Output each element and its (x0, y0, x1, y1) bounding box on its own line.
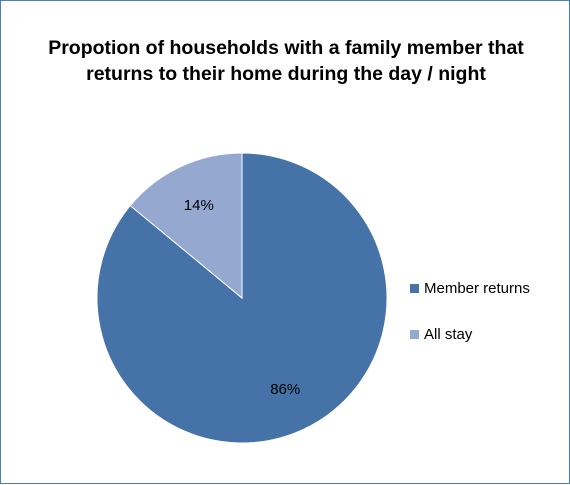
legend-swatch-member-returns (410, 283, 419, 293)
legend-swatch-all-stay (410, 329, 419, 339)
legend: Member returns All stay (410, 276, 530, 368)
pie-label-all-stay: 14% (184, 197, 214, 214)
pie-label-member-returns: 86% (270, 381, 300, 398)
legend-item-member-returns: Member returns (410, 276, 530, 300)
chart-title: Propotion of households with a family me… (48, 37, 524, 85)
pie-slice-labels: 86% 14% (184, 197, 300, 398)
pie-slices (96, 152, 388, 444)
legend-label-member-returns: Member returns (424, 279, 530, 297)
legend-label-all-stay: All stay (424, 325, 473, 343)
legend-item-all-stay: All stay (410, 322, 530, 346)
pie-slice-all-stay (129, 152, 243, 300)
